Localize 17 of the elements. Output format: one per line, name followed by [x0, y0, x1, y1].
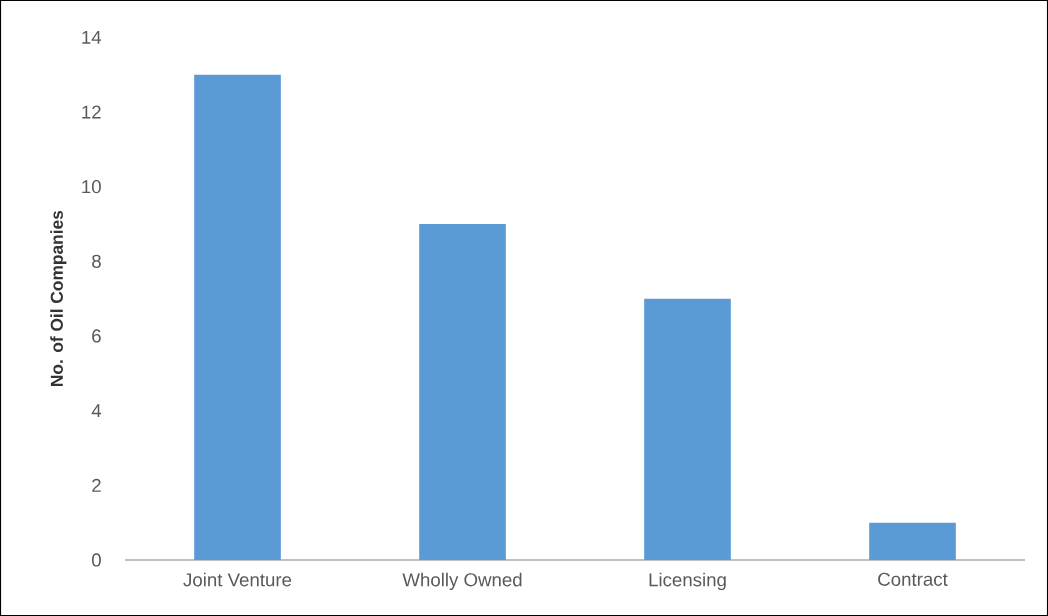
y-tick-label: 2: [92, 478, 101, 492]
bar: [419, 223, 506, 560]
x-tick-label: Contract: [878, 572, 948, 586]
y-tick-label: 4: [91, 404, 102, 418]
bar: [869, 522, 956, 560]
x-tick-label: Joint Venture: [183, 572, 292, 587]
y-tick-label: 6: [92, 329, 101, 343]
y-tick-label: 10: [82, 180, 101, 194]
y-axis-title: No. of Oil Companies: [50, 210, 67, 386]
y-tick-label: 8: [92, 254, 101, 268]
bar: [644, 298, 731, 560]
y-tick-label: 0: [91, 553, 101, 567]
bar: [194, 74, 281, 560]
x-tick-label: Licensing: [649, 572, 726, 591]
y-tick-label: 14: [82, 30, 102, 44]
x-tick-label: Wholly Owned: [402, 572, 522, 591]
y-tick-label: 12: [82, 105, 101, 119]
